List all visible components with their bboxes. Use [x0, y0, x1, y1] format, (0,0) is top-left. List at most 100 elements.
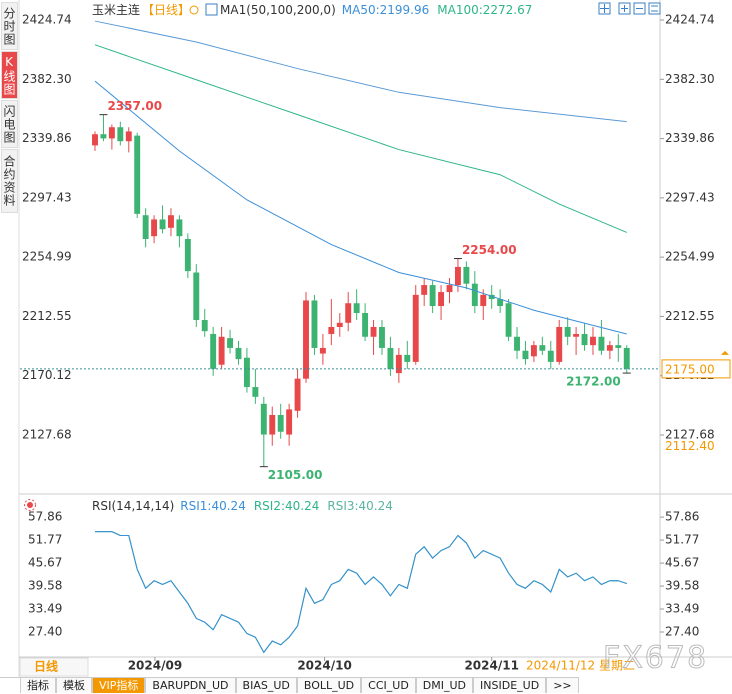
- candle-body: [117, 127, 124, 142]
- toolbar-tab[interactable]: CCI_UD: [361, 677, 416, 693]
- legend-rsi3: RSI3:40.24: [327, 499, 393, 513]
- candle-body: [421, 285, 428, 295]
- period-button[interactable]: 日线: [34, 659, 58, 674]
- candle-body: [446, 285, 453, 293]
- tab-contract[interactable]: 合约资料: [1, 149, 18, 213]
- price-tag-box: [661, 359, 731, 379]
- candle-body: [404, 354, 411, 362]
- y-tick-label-right: 57.86: [665, 510, 699, 524]
- y-tick-label-left: 2339.86: [22, 131, 72, 145]
- candle-body: [353, 303, 360, 314]
- rsi-settings-icon[interactable]: [24, 499, 36, 511]
- candle-body: [480, 294, 487, 307]
- period-button-box[interactable]: [19, 657, 89, 677]
- y-tick-label-left: 45.67: [28, 556, 62, 570]
- toolbar-tab[interactable]: DMI_UD: [415, 677, 474, 693]
- candle-body: [514, 336, 520, 351]
- y-tick-label-left: 51.77: [28, 533, 62, 547]
- tab-kline[interactable]: K线图: [1, 51, 18, 99]
- y-tick-label-left: 2424.74: [22, 13, 72, 27]
- candle-body: [311, 300, 318, 348]
- icon-zoom-in[interactable]: [618, 2, 631, 15]
- candle-body: [598, 336, 605, 351]
- candle-body: [294, 378, 301, 411]
- y-tick-label-left: 2382.30: [22, 72, 72, 86]
- legend-rsi1: RSI1:40.24: [180, 499, 246, 513]
- rsi-title: RSI(14,14,14): [92, 499, 174, 513]
- candle-body: [269, 414, 276, 435]
- candle-body: [623, 347, 630, 369]
- toolbar-tab[interactable]: 模板: [56, 677, 92, 693]
- y-tick-label-right: 2382.30: [665, 72, 715, 86]
- y-tick-label-left: 2127.68: [22, 427, 72, 441]
- tab-timeshare[interactable]: 分时图: [1, 2, 18, 50]
- toolbar-tab[interactable]: BOLL_UD: [296, 677, 362, 693]
- candle-body: [379, 326, 385, 348]
- candle-body: [345, 303, 352, 323]
- candle-body: [100, 134, 107, 139]
- candle-body: [438, 292, 445, 307]
- period: 【日线】: [142, 3, 190, 17]
- toolbar-tab[interactable]: VIP指标: [92, 677, 146, 693]
- candle-body: [573, 333, 580, 337]
- indicator-icon[interactable]: [205, 3, 218, 16]
- y-tick-label-right: 39.58: [665, 579, 699, 593]
- toolbar-icons[interactable]: [598, 2, 661, 15]
- toolbar-tab[interactable]: >>: [546, 677, 579, 693]
- y-tick-label-right: 2339.86: [665, 131, 715, 145]
- toolbar-tab[interactable]: BIAS_UD: [235, 677, 297, 693]
- watermark: FX678: [603, 641, 708, 676]
- y-tick-label-left: 39.58: [28, 579, 62, 593]
- icon-dot[interactable]: [27, 502, 33, 508]
- candle-body: [429, 285, 436, 307]
- annotation-label: 2254.00: [462, 243, 517, 257]
- candle-body: [252, 387, 259, 397]
- annotation-label: 2105.00: [268, 468, 323, 482]
- y-tick-label-right: 2127.68: [665, 427, 715, 441]
- symbol: 玉米主连: [92, 2, 140, 17]
- y-tick-label-left: 27.40: [28, 624, 62, 638]
- candle-body: [260, 403, 267, 435]
- candle-body: [387, 347, 394, 369]
- annotation-label: 2357.00: [107, 99, 162, 113]
- candle-body: [564, 326, 571, 337]
- candle-body: [277, 414, 284, 432]
- rsi-line: [95, 531, 627, 654]
- y-tick-label-left: 2254.99: [22, 250, 72, 264]
- candle-body: [210, 333, 217, 369]
- price-tag-label: 2112.40: [665, 439, 715, 453]
- toolbar-tab[interactable]: INSIDE_UD: [473, 677, 547, 693]
- y-tick-label-right: 2297.43: [665, 190, 715, 204]
- icon-ring[interactable]: [24, 499, 36, 511]
- rsi-legend: RSI(14,14,14) RSI1:40.24 RSI2:40.24 RSI3:40…: [92, 499, 393, 513]
- x-tick-label: 2024/10: [297, 659, 351, 673]
- y-tick-label-right: 2424.74: [665, 13, 715, 27]
- candle-body: [184, 238, 191, 272]
- icon-settings[interactable]: [648, 2, 661, 15]
- y-tick-label-right: 2254.99: [665, 250, 715, 264]
- y-tick-label-right: 2212.55: [665, 309, 715, 323]
- y-tick-label-right: 51.77: [665, 533, 699, 547]
- toolbar-tab[interactable]: BARUPDN_UD: [145, 677, 236, 693]
- tab-flash[interactable]: 闪电图: [1, 100, 18, 148]
- candle-body: [454, 266, 461, 286]
- icon-zoom-out[interactable]: [633, 2, 646, 15]
- icon-crosshair[interactable]: [598, 2, 611, 15]
- candle-body: [142, 215, 149, 239]
- candle-body: [286, 409, 293, 435]
- toolbar-tab[interactable]: 指标: [20, 677, 56, 693]
- candle-body: [303, 300, 309, 379]
- add-icon[interactable]: [189, 5, 199, 15]
- candle-body: [471, 283, 478, 307]
- candle-body: [235, 347, 242, 360]
- legend-ma50: MA50:2199.96: [342, 3, 430, 17]
- candle-body: [556, 326, 563, 362]
- candle-body: [319, 347, 326, 354]
- candle-body: [151, 219, 158, 237]
- candle-body: [370, 326, 377, 337]
- rsi-line: [95, 531, 627, 654]
- candle-body: [218, 336, 225, 365]
- toolbar-spacer: [0, 677, 20, 694]
- candle-body: [505, 303, 512, 337]
- candle-body: [176, 219, 183, 237]
